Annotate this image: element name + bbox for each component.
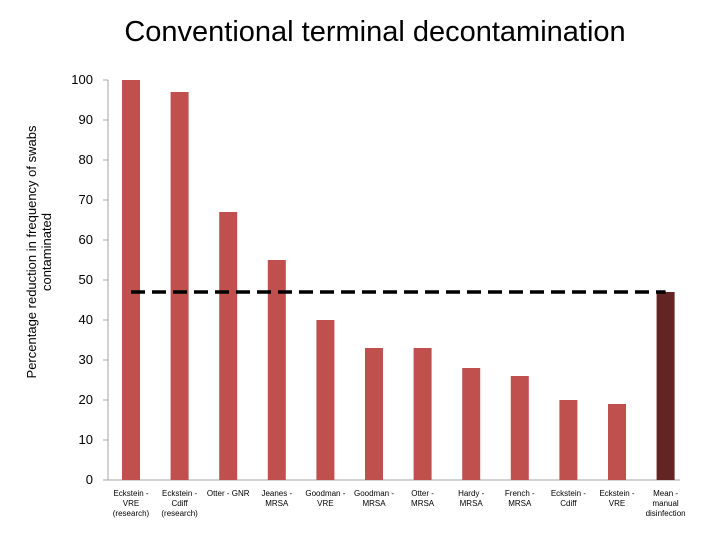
bar-5 xyxy=(316,320,335,480)
bar-9 xyxy=(510,376,529,480)
y-tick-label: 40 xyxy=(79,312,93,327)
x-category-label: Eckstein -VRE xyxy=(599,489,634,508)
y-tick-label: 50 xyxy=(79,272,93,287)
bar-12 xyxy=(656,292,675,480)
x-category-label: Eckstein -Cdiff xyxy=(551,489,586,508)
y-tick-label: 90 xyxy=(79,112,93,127)
x-category-label: Goodman -MRSA xyxy=(354,489,394,508)
x-category-label: Hardy -MRSA xyxy=(458,489,485,508)
x-category-label: Goodman -VRE xyxy=(305,489,345,508)
x-category-label: French -MRSA xyxy=(505,489,535,508)
bar-7 xyxy=(413,348,432,480)
x-category-label: Mean -manual disinfection xyxy=(646,489,686,518)
x-category-label: Jeanes -MRSA xyxy=(261,489,292,508)
bar-1 xyxy=(122,80,140,480)
x-category-label: Eckstein -VRE (research) xyxy=(113,489,150,518)
bar-10 xyxy=(559,400,578,480)
y-tick-label: 80 xyxy=(79,152,93,167)
bar-8 xyxy=(462,368,481,480)
y-tick-label: 30 xyxy=(79,352,93,367)
y-tick-label: 20 xyxy=(79,392,93,407)
y-tick-label: 60 xyxy=(79,232,93,247)
bar-3 xyxy=(219,212,238,480)
x-category-label: Eckstein -Cdiff (research) xyxy=(161,489,198,518)
bar-6 xyxy=(365,348,383,480)
bar-4 xyxy=(267,260,286,480)
y-tick-label: 70 xyxy=(79,192,93,207)
bar-2 xyxy=(170,92,189,480)
chart-title: Conventional terminal decontamination xyxy=(124,16,626,48)
x-category-label: Otter - GNR xyxy=(207,489,250,498)
bar-11 xyxy=(608,404,626,480)
x-category-label: Otter -MRSA xyxy=(411,489,435,508)
y-tick-label: 0 xyxy=(86,472,93,487)
y-tick-label: 100 xyxy=(71,72,93,87)
y-tick-label: 10 xyxy=(79,432,93,447)
